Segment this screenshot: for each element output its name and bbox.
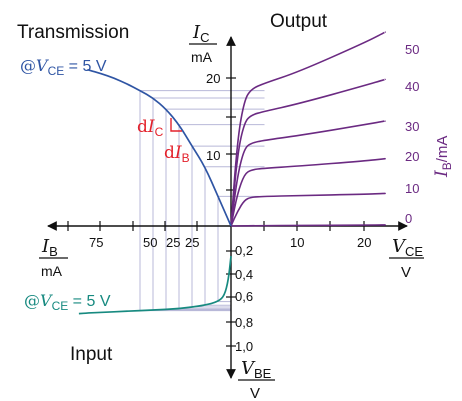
output-title: Output <box>270 11 328 32</box>
vbe-tick-label-06: 0,6 <box>235 289 253 304</box>
ic-tick-label-10: 10 <box>206 148 220 163</box>
ib-tick-label-75: 75 <box>89 235 103 250</box>
tick-labels: 10 20 75 50 25 25 10 20 0,2 0,4 0,6 0,8 … <box>89 71 371 354</box>
transmission-condition: @VCE = 5 V <box>20 56 107 78</box>
svg-text:VCE: VCE <box>392 236 423 259</box>
vbe-tick-label-02: 0,2 <box>235 243 253 258</box>
ib-tick-label-25a: 25 <box>166 235 180 250</box>
svg-text:VBE: VBE <box>241 358 272 381</box>
vce-unit: V <box>401 264 411 281</box>
ic-subscript: C <box>200 30 209 45</box>
dib-label: dIB <box>164 143 190 165</box>
output-curve-ib-20 <box>230 157 386 227</box>
curve-label-40: 40 <box>405 79 419 94</box>
vbe-axis-label: VBE V <box>238 358 275 401</box>
ic-symbol: I <box>192 22 201 43</box>
input-condition: @VCE = 5 V <box>24 291 111 313</box>
curve-label-20: 20 <box>405 149 419 164</box>
transmission-title: Transmission <box>17 22 129 43</box>
vce-tick-label-20: 20 <box>357 235 371 250</box>
ib-tick-label-25b: 25 <box>185 235 199 250</box>
vce-axis-label: VCE V <box>389 236 424 281</box>
svg-text:IC: IC <box>192 22 210 45</box>
curve-label-10: 10 <box>405 181 419 196</box>
ic-unit: mA <box>191 49 213 65</box>
ib-parameter-label: IB/mA <box>432 136 454 178</box>
vbe-symbol: V <box>241 358 256 379</box>
output-curve-ib-10 <box>230 192 386 227</box>
vce-subscript: CE <box>405 244 423 259</box>
differential-triangle <box>170 118 182 132</box>
vbe-subscript: BE <box>254 366 272 381</box>
transmission-curve <box>87 69 232 227</box>
curve-label-50: 50 <box>405 42 419 57</box>
input-curve <box>78 255 232 315</box>
input-title: Input <box>70 344 113 365</box>
curve-label-30: 30 <box>405 119 419 134</box>
projection-guides <box>139 90 265 312</box>
characteristic-curves <box>78 31 386 315</box>
vce-symbol: V <box>392 236 407 257</box>
ic-tick-label-20: 20 <box>206 71 220 86</box>
ib-symbol: I <box>41 236 50 257</box>
ib-subscript: B <box>49 244 58 259</box>
vbe-tick-label-04: 0,4 <box>235 267 253 282</box>
vbe-tick-label-10: 1,0 <box>235 339 253 354</box>
output-curve-ib-0 <box>230 224 386 227</box>
ic-axis-label: IC mA <box>189 22 217 65</box>
ib-unit: mA <box>41 263 63 279</box>
ib-tick-label-50: 50 <box>143 235 157 250</box>
vbe-tick-label-08: 0,8 <box>235 315 253 330</box>
axis-ticks <box>67 77 365 347</box>
ib-axis-label: IB mA <box>39 236 68 279</box>
curve-parameter-labels: 50 40 30 20 10 0 <box>405 42 419 226</box>
output-curve-ib-50 <box>230 31 386 227</box>
output-curve-ib-40 <box>230 78 386 227</box>
svg-text:IB: IB <box>41 236 58 259</box>
vce-tick-label-10: 10 <box>290 235 304 250</box>
vbe-unit: V <box>250 385 260 401</box>
dic-label: dIC <box>137 117 164 139</box>
output-curve-ib-30 <box>230 120 386 227</box>
curve-label-0: 0 <box>405 211 412 226</box>
